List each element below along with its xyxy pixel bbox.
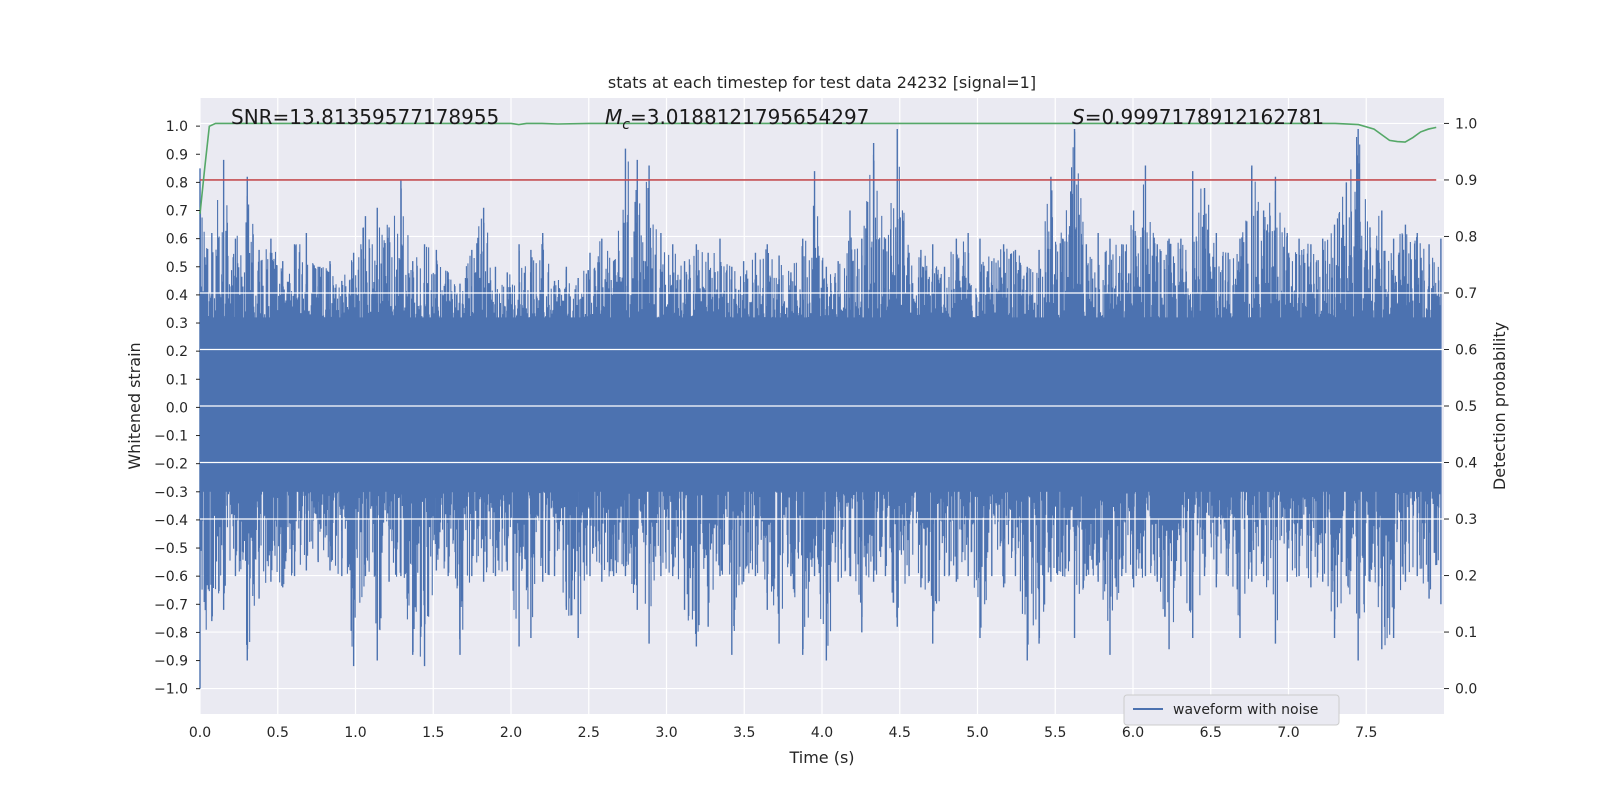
y-left-tick-label: 0.8: [166, 175, 188, 191]
x-tick-label: 3.5: [733, 725, 755, 741]
y-left-tick-label: −0.8: [154, 625, 188, 641]
y-left-tick-label: −0.3: [154, 485, 188, 501]
x-tick-labels: 0.0 0.5 1.0 1.5 2.0 2.5 3.0 3.5 4.0 4.5 5.0 5.5 6.0 6…: [189, 725, 1378, 741]
y-right-tick-labels: 0.0 0.1 0.2 0.3 0.4 0.5 0.6 0.7 0.8 0.9 1.0: [1444, 116, 1477, 698]
x-tick-label: 5.5: [1044, 725, 1066, 741]
y-left-tick-label: 0.6: [166, 232, 188, 248]
x-tick-label: 7.0: [1277, 725, 1299, 741]
y-left-tick-label: 0.1: [166, 372, 188, 388]
snr-annotation: SNR=13.81359577178955: [231, 105, 499, 129]
x-tick-label: 4.0: [811, 725, 833, 741]
waveform-core: [200, 317, 1441, 492]
x-tick-label: 1.0: [344, 725, 366, 741]
y-left-tick-label: −0.7: [154, 597, 188, 613]
chirp-mass-subscript: c: [622, 117, 630, 133]
y-right-tick-label: 0.7: [1455, 286, 1477, 302]
y-left-tick-label: −0.5: [154, 541, 188, 557]
y-right-tick-label: 0.5: [1455, 399, 1477, 415]
y-left-tick-label: 0.5: [166, 260, 188, 276]
chirp-mass-value: =3.0188121795654297: [630, 105, 869, 129]
x-tick-label: 7.5: [1355, 725, 1377, 741]
x-tick-label: 6.0: [1122, 725, 1144, 741]
y-right-tick-label: 0.0: [1455, 682, 1477, 698]
y-left-tick-label: 0.2: [166, 344, 188, 360]
y-left-tick-label: −0.6: [154, 569, 188, 585]
y-right-tick-label: 0.2: [1455, 569, 1477, 585]
y-left-tick-labels: −1.0 −0.9 −0.8 −0.7 −0.6 −0.5 −0.4 −0.3 −0.2 −0.1…: [154, 119, 200, 698]
x-tick-label: 0.0: [189, 725, 211, 741]
x-tick-label: 6.5: [1200, 725, 1222, 741]
y-right-tick-label: 1.0: [1455, 116, 1477, 132]
s-value: =0.9997178912162781: [1085, 105, 1324, 129]
y-left-tick-label: −0.9: [154, 654, 188, 670]
legend: waveform with noise: [1123, 694, 1340, 726]
legend-box: [1123, 694, 1340, 726]
y-left-tick-label: −1.0: [154, 682, 188, 698]
y-left-tick-label: 0.0: [166, 400, 188, 416]
chart-title: stats at each timestep for test data 242…: [608, 73, 1036, 92]
detection-probability-line: [199, 122, 1437, 214]
s-annotation: S=0.9997178912162781: [1072, 105, 1324, 129]
y-left-axis-label: Whitened strain: [125, 342, 144, 469]
y-left-tick-label: −0.1: [154, 429, 188, 445]
y-right-tick-label: 0.8: [1455, 229, 1477, 245]
x-tick-label: 2.0: [500, 725, 522, 741]
x-tick-label: 5.0: [966, 725, 988, 741]
x-tick-label: 0.5: [267, 725, 289, 741]
y-left-tick-label: −0.2: [154, 457, 188, 473]
y-left-tick-label: 0.3: [166, 316, 188, 332]
y-right-tick-label: 0.4: [1455, 456, 1477, 472]
x-tick-label: 3.0: [655, 725, 677, 741]
y-right-tick-label: 0.3: [1455, 512, 1477, 528]
x-tick-label: 2.5: [578, 725, 600, 741]
y-right-axis-label: Detection probability: [1490, 322, 1509, 490]
y-right-tick-label: 0.9: [1455, 173, 1477, 189]
y-left-tick-label: 0.7: [166, 204, 188, 220]
legend-label-waveform: waveform with noise: [1173, 702, 1318, 718]
chirp-mass-symbol: M: [605, 105, 622, 129]
s-symbol: S: [1072, 105, 1085, 129]
y-right-tick-label: 0.1: [1455, 625, 1477, 641]
y-left-tick-label: 0.4: [166, 288, 188, 304]
x-axis-label: Time (s): [788, 748, 854, 767]
y-left-tick-label: −0.4: [154, 513, 188, 529]
probability-series: [199, 122, 1437, 214]
y-left-tick-label: 0.9: [166, 147, 188, 163]
y-right-tick-label: 0.6: [1455, 342, 1477, 358]
chirp-mass-annotation: Mc=3.0188121795654297: [605, 105, 869, 133]
x-tick-label: 1.5: [422, 725, 444, 741]
y-left-tick-label: 1.0: [166, 119, 188, 135]
waveform-series: [199, 128, 1444, 689]
x-tick-label: 4.5: [889, 725, 911, 741]
